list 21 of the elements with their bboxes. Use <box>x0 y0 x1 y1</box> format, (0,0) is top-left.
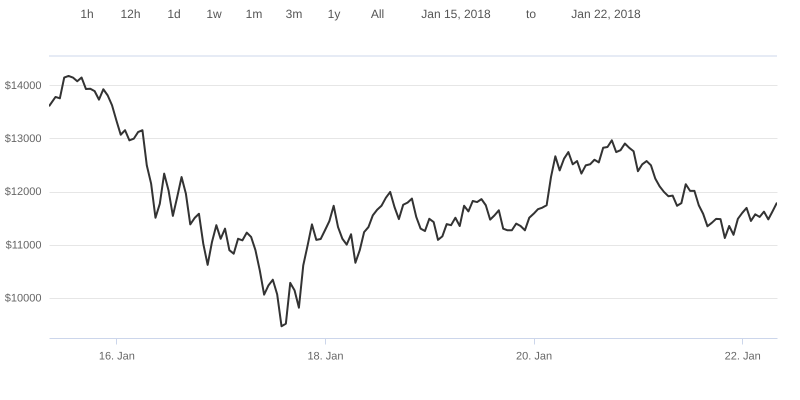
text: 1y <box>328 7 340 21</box>
x-tick-label: 22. Jan <box>724 350 761 362</box>
text: Jan 22, 2018 <box>571 7 642 21</box>
x-tick-label: 20. Jan <box>516 350 552 362</box>
y-tick-label: $10000 <box>4 292 42 305</box>
x-tick-label: 18. Jan <box>307 350 344 362</box>
y-tick-label: $13000 <box>4 132 42 145</box>
text: 1h <box>80 7 94 21</box>
line-series <box>49 74 777 328</box>
x-tick-label: 16. Jan <box>98 350 135 362</box>
text: 1d <box>167 7 181 21</box>
text: 1w <box>206 7 222 21</box>
text: 3m <box>286 7 302 21</box>
text: to <box>526 7 536 21</box>
text: All <box>370 7 384 21</box>
text: 12h <box>120 7 141 21</box>
text: 1m <box>246 7 262 21</box>
y-tick-label: $11000 <box>6 239 42 252</box>
y-tick-label: $14000 <box>4 80 42 92</box>
y-tick-label: $12000 <box>4 186 42 198</box>
text: Jan 15, 2018 <box>421 7 492 21</box>
